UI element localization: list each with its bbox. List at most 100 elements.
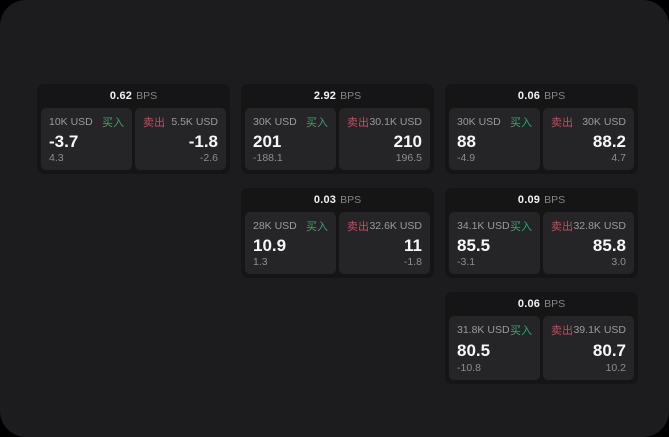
buy-panel[interactable]: 10K USD 买入 -3.7 4.3 bbox=[41, 108, 132, 170]
quote-card-1: 0.62 BPS 10K USD 买入 -3.7 4.3 卖出 5.5K USD bbox=[37, 84, 230, 174]
sell-price: 210 bbox=[393, 131, 422, 151]
sell-panel[interactable]: 卖出 30.1K USD 210 196.5 bbox=[339, 108, 430, 170]
buy-delta: -3.1 bbox=[457, 256, 476, 268]
buy-price: 85.5 bbox=[457, 235, 491, 255]
sell-delta: 10.2 bbox=[605, 362, 626, 374]
sell-panel[interactable]: 卖出 32.6K USD 11 -1.8 bbox=[339, 212, 430, 274]
buy-panel-top: 28K USD 买入 bbox=[253, 218, 328, 234]
buy-panel-top: 34.1K USD 买入 bbox=[457, 218, 532, 234]
bps-unit-label: BPS bbox=[136, 90, 158, 102]
buy-side-label: 买入 bbox=[510, 221, 532, 233]
sell-price: 80.7 bbox=[592, 340, 626, 360]
sell-notional: 32.8K USD bbox=[573, 220, 626, 232]
quote-card-5: 0.09 BPS 34.1K USD 买入 85.5 -3.1 卖出 32.8K… bbox=[445, 188, 638, 278]
sell-delta: 3.0 bbox=[611, 256, 626, 268]
buy-notional: 30K USD bbox=[253, 116, 297, 128]
sell-notional: 39.1K USD bbox=[573, 324, 626, 336]
panels-row: 31.8K USD 买入 80.5 -10.8 卖出 39.1K USD 80.… bbox=[445, 316, 638, 384]
card-header: 0.06 BPS bbox=[445, 292, 638, 316]
buy-delta: 1.3 bbox=[253, 256, 268, 268]
sell-delta: 4.7 bbox=[611, 152, 626, 164]
buy-notional: 28K USD bbox=[253, 220, 297, 232]
bps-value: 0.62 bbox=[109, 90, 133, 102]
buy-panel[interactable]: 30K USD 买入 201 -188.1 bbox=[245, 108, 336, 170]
sell-panel-top: 卖出 32.6K USD bbox=[347, 218, 422, 234]
sell-panel[interactable]: 卖出 5.5K USD -1.8 -2.6 bbox=[135, 108, 226, 170]
sell-notional: 32.6K USD bbox=[369, 220, 422, 232]
sell-delta: -2.6 bbox=[199, 152, 218, 164]
bps-value: 0.03 bbox=[313, 194, 337, 206]
sell-delta: 196.5 bbox=[395, 152, 422, 164]
panels-row: 10K USD 买入 -3.7 4.3 卖出 5.5K USD -1.8 -2.… bbox=[37, 108, 230, 174]
buy-panel-top: 30K USD 买入 bbox=[253, 114, 328, 130]
sell-side-label: 卖出 bbox=[347, 117, 369, 129]
sell-side-label: 卖出 bbox=[551, 221, 573, 233]
buy-side-label: 买入 bbox=[102, 117, 124, 129]
sell-panel-top: 卖出 39.1K USD bbox=[551, 322, 626, 338]
bps-unit-label: BPS bbox=[340, 90, 362, 102]
buy-notional: 34.1K USD bbox=[457, 220, 510, 232]
card-header: 0.03 BPS bbox=[241, 188, 434, 212]
sell-panel-top: 卖出 30K USD bbox=[551, 114, 626, 130]
buy-delta: -4.9 bbox=[457, 152, 476, 164]
sell-panel[interactable]: 卖出 39.1K USD 80.7 10.2 bbox=[543, 316, 634, 380]
panels-row: 28K USD 买入 10.9 1.3 卖出 32.6K USD 11 -1.8 bbox=[241, 212, 434, 278]
buy-price: 10.9 bbox=[253, 235, 287, 255]
bps-value: 2.92 bbox=[313, 90, 337, 102]
sell-delta: -1.8 bbox=[403, 256, 422, 268]
buy-panel-top: 10K USD 买入 bbox=[49, 114, 124, 130]
buy-panel[interactable]: 28K USD 买入 10.9 1.3 bbox=[245, 212, 336, 274]
quote-cards-grid: 0.62 BPS 10K USD 买入 -3.7 4.3 卖出 5.5K USD bbox=[37, 84, 638, 384]
card-header: 0.09 BPS bbox=[445, 188, 638, 212]
quote-card-3: 0.06 BPS 30K USD 买入 88 -4.9 卖出 30K USD bbox=[445, 84, 638, 174]
sell-side-label: 卖出 bbox=[551, 117, 573, 129]
sell-side-label: 卖出 bbox=[143, 117, 165, 129]
buy-side-label: 买入 bbox=[306, 221, 328, 233]
buy-side-label: 买入 bbox=[510, 325, 532, 337]
sell-notional: 30.1K USD bbox=[369, 116, 422, 128]
buy-price: 201 bbox=[253, 131, 282, 151]
card-header: 0.06 BPS bbox=[445, 84, 638, 108]
bps-value: 0.09 bbox=[517, 194, 541, 206]
buy-panel[interactable]: 34.1K USD 买入 85.5 -3.1 bbox=[449, 212, 540, 274]
card-header: 0.62 BPS bbox=[37, 84, 230, 108]
card-header: 2.92 BPS bbox=[241, 84, 434, 108]
buy-panel-top: 31.8K USD 买入 bbox=[457, 322, 532, 338]
buy-delta: -188.1 bbox=[253, 152, 283, 164]
buy-delta: -10.8 bbox=[457, 362, 481, 374]
sell-panel-top: 卖出 32.8K USD bbox=[551, 218, 626, 234]
buy-side-label: 买入 bbox=[306, 117, 328, 129]
quote-card-4: 0.03 BPS 28K USD 买入 10.9 1.3 卖出 32.6K US… bbox=[241, 188, 434, 278]
sell-panel[interactable]: 卖出 30K USD 88.2 4.7 bbox=[543, 108, 634, 170]
buy-panel-top: 30K USD 买入 bbox=[457, 114, 532, 130]
sell-price: -1.8 bbox=[188, 131, 218, 151]
sell-panel[interactable]: 卖出 32.8K USD 85.8 3.0 bbox=[543, 212, 634, 274]
bps-value: 0.06 bbox=[517, 298, 541, 310]
bps-unit-label: BPS bbox=[544, 298, 566, 310]
panels-row: 34.1K USD 买入 85.5 -3.1 卖出 32.8K USD 85.8… bbox=[445, 212, 638, 278]
buy-notional: 10K USD bbox=[49, 116, 93, 128]
bps-value: 0.06 bbox=[517, 90, 541, 102]
buy-panel[interactable]: 31.8K USD 买入 80.5 -10.8 bbox=[449, 316, 540, 380]
sell-price: 11 bbox=[404, 235, 422, 255]
bps-unit-label: BPS bbox=[544, 90, 566, 102]
buy-notional: 31.8K USD bbox=[457, 324, 510, 336]
panels-row: 30K USD 买入 201 -188.1 卖出 30.1K USD 210 1… bbox=[241, 108, 434, 174]
buy-panel[interactable]: 30K USD 买入 88 -4.9 bbox=[449, 108, 540, 170]
sell-panel-top: 卖出 30.1K USD bbox=[347, 114, 422, 130]
sell-price: 88.2 bbox=[592, 131, 626, 151]
buy-delta: 4.3 bbox=[49, 152, 64, 164]
buy-side-label: 买入 bbox=[510, 117, 532, 129]
quote-card-6: 0.06 BPS 31.8K USD 买入 80.5 -10.8 卖出 39.1… bbox=[445, 292, 638, 384]
buy-price: -3.7 bbox=[49, 131, 79, 151]
sell-side-label: 卖出 bbox=[551, 325, 573, 337]
sell-notional: 30K USD bbox=[582, 116, 626, 128]
buy-price: 88 bbox=[457, 131, 476, 151]
buy-price: 80.5 bbox=[457, 340, 491, 360]
quote-card-2: 2.92 BPS 30K USD 买入 201 -188.1 卖出 30.1K … bbox=[241, 84, 434, 174]
buy-notional: 30K USD bbox=[457, 116, 501, 128]
bps-unit-label: BPS bbox=[340, 194, 362, 206]
bps-unit-label: BPS bbox=[544, 194, 566, 206]
sell-price: 85.8 bbox=[592, 235, 626, 255]
